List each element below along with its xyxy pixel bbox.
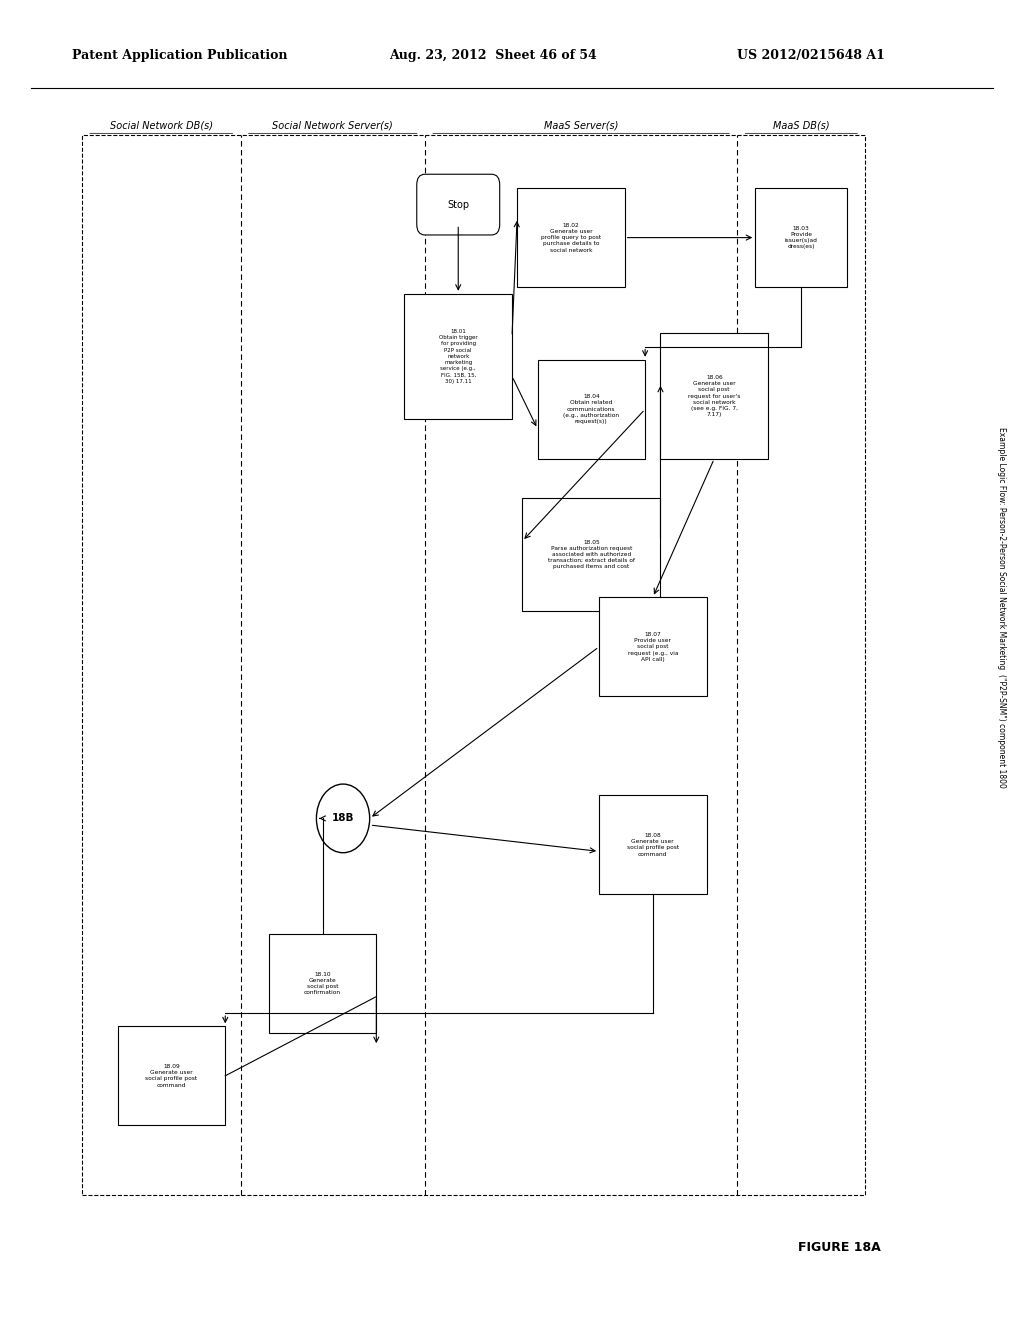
Bar [660, 334, 768, 459]
Bar [599, 795, 707, 895]
Text: 18.04
Obtain related
communications
(e.g., authorization
request(s)): 18.04 Obtain related communications (e.g… [563, 395, 620, 424]
Text: Aug. 23, 2012  Sheet 46 of 54: Aug. 23, 2012 Sheet 46 of 54 [389, 49, 597, 62]
Text: Social Network Server(s): Social Network Server(s) [272, 120, 393, 131]
Text: Social Network DB(s): Social Network DB(s) [110, 120, 213, 131]
Text: 18.01
Obtain trigger
for providing
P2P social
network
marketing
service (e.g.,
F: 18.01 Obtain trigger for providing P2P s… [439, 329, 477, 384]
Text: 18.09
Generate user
social profile post
command: 18.09 Generate user social profile post … [145, 1064, 198, 1088]
Text: FIGURE 18A: FIGURE 18A [799, 1241, 881, 1254]
Text: US 2012/0215648 A1: US 2012/0215648 A1 [737, 49, 885, 62]
Bar [599, 597, 707, 697]
Text: 18.06
Generate user
social post
request for user's
social network
(see e.g. FIG.: 18.06 Generate user social post request … [688, 375, 740, 417]
Bar [404, 294, 512, 420]
Text: 18.05
Parse authorization request
associated with authorized
transaction; extrac: 18.05 Parse authorization request associ… [548, 540, 635, 569]
Text: 18B: 18B [332, 813, 354, 824]
Text: 18.08
Generate user
social profile post
command: 18.08 Generate user social profile post … [627, 833, 679, 857]
Bar [82, 135, 865, 1195]
FancyBboxPatch shape [417, 174, 500, 235]
Bar [118, 1027, 225, 1125]
Text: Patent Application Publication: Patent Application Publication [72, 49, 287, 62]
Text: 18.10
Generate
social post
confirmation: 18.10 Generate social post confirmation [304, 972, 341, 995]
Text: Stop: Stop [447, 199, 469, 210]
Text: 18.07
Provide user
social post
request (e.g., via
API call): 18.07 Provide user social post request (… [628, 632, 678, 661]
Bar [517, 189, 625, 288]
Bar [522, 499, 660, 610]
Text: MaaS Server(s): MaaS Server(s) [544, 120, 618, 131]
Bar [268, 935, 376, 1032]
Text: 18.02
Generate user
profile query to post
purchase details to
social network: 18.02 Generate user profile query to pos… [541, 223, 601, 252]
Bar [538, 360, 645, 459]
Text: Example Logic Flow: Person-2-Person Social Network Marketing  ("P2P-SNM") compon: Example Logic Flow: Person-2-Person Soci… [997, 426, 1006, 788]
Bar [755, 189, 847, 288]
Text: MaaS DB(s): MaaS DB(s) [773, 120, 829, 131]
Text: 18.03
Provide
issuer(s)ad
dress(es): 18.03 Provide issuer(s)ad dress(es) [784, 226, 818, 249]
Circle shape [316, 784, 370, 853]
